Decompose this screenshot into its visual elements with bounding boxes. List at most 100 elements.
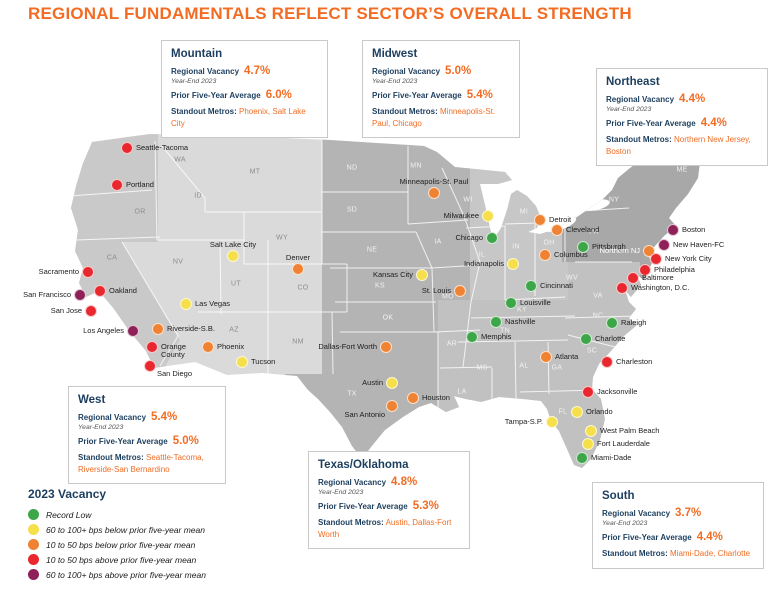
city-label: Houston (422, 393, 450, 402)
state-label-nm: NM (292, 338, 304, 346)
state-label-mt: MT (249, 168, 261, 176)
city-label: Louisville (520, 298, 551, 307)
state-label-tn: TN (500, 327, 510, 335)
city-label: San Francisco (23, 290, 71, 299)
year-end-note: Year-End 2023 (318, 489, 364, 496)
prior-average-line: Prior Five-Year Average 5.4% (372, 89, 510, 101)
prior-average-line: Prior Five-Year Average 5.0% (78, 435, 216, 447)
city-label: Northern NJ (599, 246, 640, 255)
city-marker-dot (428, 187, 440, 199)
legend-title: 2023 Vacancy (28, 487, 107, 501)
city-label: Milwaukee (443, 211, 479, 220)
regional-vacancy-line: Regional Vacancy 4.4% (606, 93, 758, 105)
city-marker-dot (152, 323, 164, 335)
legend-swatch-icon (28, 524, 39, 535)
region-box-south: South Regional Vacancy 3.7% Year-End 2023… (592, 482, 764, 569)
city-label: Nashville (505, 317, 536, 326)
legend-swatch-icon (28, 569, 39, 580)
city-label: Atlanta (555, 352, 579, 361)
city-marker-dot (74, 289, 86, 301)
standout-metros-line: Standout Metros: Northern New Jersey, Bo… (606, 134, 758, 157)
legend-swatch-icon (28, 554, 39, 565)
city-label: Riverside-S.B. (167, 324, 215, 333)
region-shade-central (285, 134, 470, 468)
legend-item-label: 10 to 50 bps above prior five-year mean (46, 554, 197, 565)
regional-vacancy-value: 4.7% (244, 65, 271, 77)
state-label-ny: NY (608, 196, 620, 204)
regional-vacancy-line: Regional Vacancy 3.7% (602, 507, 754, 519)
city-marker-dot (505, 297, 517, 309)
regional-vacancy-label: Regional Vacancy (318, 478, 387, 487)
prior-average-label: Prior Five-Year Average (78, 437, 168, 446)
city-label: Charleston (616, 357, 653, 366)
city-label: Chicago (455, 233, 483, 242)
state-label-ut: UT (231, 280, 241, 288)
prior-average-line: Prior Five-Year Average 5.3% (318, 500, 460, 512)
state-label-id: ID (194, 192, 202, 200)
city-marker-dot (580, 333, 592, 345)
prior-average-value: 6.0% (265, 89, 292, 101)
city-marker-dot (539, 249, 551, 261)
city-marker-dot (576, 452, 588, 464)
city-marker-dot (606, 317, 618, 329)
standout-metros-line: Standout Metros: Minneapolis-St. Paul, C… (372, 106, 510, 129)
year-end-note: Year-End 2023 (372, 78, 418, 85)
city-label: New York City (665, 254, 712, 263)
legend-item-label: Record Low (46, 509, 92, 520)
state-label-il: IL (478, 251, 486, 259)
city-marker-dot (386, 377, 398, 389)
city-marker-dot (94, 285, 106, 297)
state-label-al: AL (519, 362, 529, 370)
legend-item-record-low: Record Low (28, 509, 206, 520)
city-marker-dot (650, 253, 662, 265)
state-label-ar: AR (446, 340, 458, 348)
city-marker-dot (416, 269, 428, 281)
state-label-ms: MS (476, 364, 488, 372)
city-label: Raleigh (621, 318, 647, 327)
state-label-wa: WA (174, 156, 186, 164)
standout-metros-value: Seattle-Tacoma, Riverside-San Bernardino (78, 453, 204, 474)
standout-metros-line: Standout Metros: Seattle-Tacoma, Riversi… (78, 452, 216, 475)
legend-item-60-to-100-bps-above-prior-five-year-mean: 60 to 100+ bps above prior five-year mea… (28, 569, 206, 580)
region-name: South (602, 490, 635, 502)
standout-metros-value: Austin, Dallas-Fort Worth (318, 518, 452, 539)
legend-item-label: 10 to 50 bps below prior five-year mean (46, 539, 196, 550)
city-label: Detroit (549, 215, 572, 224)
regional-vacancy-label: Regional Vacancy (78, 413, 147, 422)
city-label: Boston (682, 225, 706, 234)
standout-metros-value: Minneapolis-St. Paul, Chicago (372, 107, 496, 128)
regional-vacancy-line: Regional Vacancy 5.4% (78, 411, 216, 423)
state-label-wv: WV (566, 274, 578, 282)
prior-average-line: Prior Five-Year Average 6.0% (171, 89, 318, 101)
region-box-west: West Regional Vacancy 5.4% Year-End 2023 … (68, 386, 226, 485)
city-marker-dot (466, 331, 478, 343)
legend-items: Record Low 60 to 100+ bps below prior fi… (28, 509, 206, 580)
standout-metros-line: Standout Metros: Austin, Dallas-Fort Wor… (318, 517, 460, 540)
state-label-mo: MO (442, 293, 454, 301)
city-label: Washington, D.C. (631, 283, 690, 292)
state-label-mi: MI (519, 208, 529, 216)
prior-average-line: Prior Five-Year Average 4.4% (602, 531, 754, 543)
city-marker-dot (585, 425, 597, 437)
state-label-ks: KS (375, 282, 385, 290)
standout-metros-label: Standout Metros: (171, 107, 237, 116)
city-label: Oakland (109, 286, 137, 295)
city-label: Phoenix (217, 342, 245, 351)
standout-metros-value: Northern New Jersey, Boston (606, 135, 751, 156)
city-label: Orlando (586, 407, 613, 416)
year-end-note: Year-End 2023 (606, 106, 652, 113)
city-marker-dot (490, 316, 502, 328)
region-name: West (78, 394, 106, 406)
regional-vacancy-value: 5.0% (445, 65, 472, 77)
prior-average-value: 4.4% (700, 117, 727, 129)
state-label-mn: MN (410, 162, 422, 170)
state-label-az: AZ (229, 326, 239, 334)
city-marker-dot (454, 285, 466, 297)
prior-average-label: Prior Five-Year Average (602, 533, 692, 542)
city-label: New Haven-FC (673, 240, 725, 249)
city-label: Portland (126, 180, 154, 189)
standout-metros-label: Standout Metros: (606, 135, 672, 144)
